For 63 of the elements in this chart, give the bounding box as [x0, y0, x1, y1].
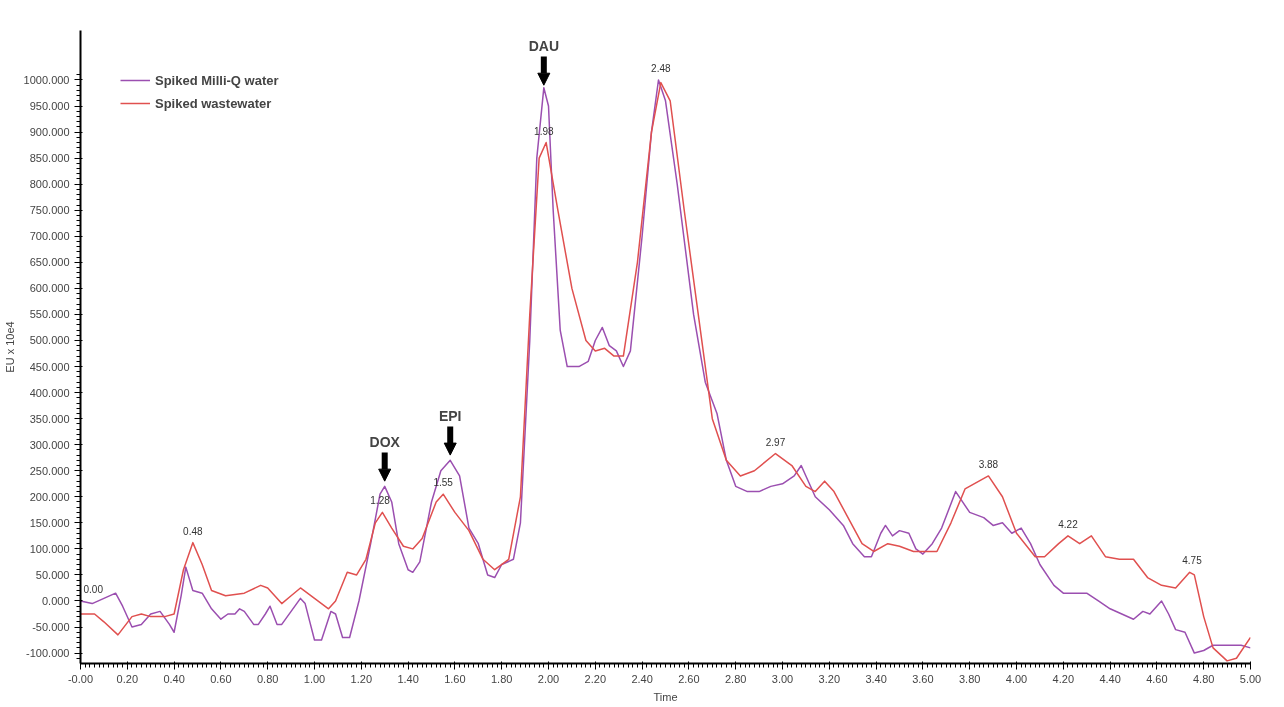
y-tick-label: 500.000	[29, 334, 70, 347]
annotation: DAU	[528, 37, 559, 54]
y-tick-label: 0.000	[41, 594, 70, 607]
annotation: 4.22	[1058, 518, 1079, 530]
annotation: 0.00	[83, 583, 104, 595]
y-tick-label: 100.000	[29, 542, 70, 555]
y-tick-label: 900.000	[29, 126, 70, 139]
x-tick-label: 2.40	[631, 672, 653, 685]
annotation: 4.75	[1182, 555, 1203, 567]
x-tick-label: 4.20	[1052, 672, 1075, 685]
x-tick-label: 2.00	[537, 672, 560, 685]
y-tick-label: 200.000	[29, 490, 70, 503]
x-tick-label: 2.60	[678, 672, 700, 685]
y-tick-label: 350.000	[29, 412, 70, 425]
annotation: 3.88	[978, 458, 999, 470]
y-tick-label: 150.000	[29, 516, 70, 529]
legend-label: Spiked Milli-Q water	[155, 72, 279, 88]
y-tick-label: 1000.000	[23, 73, 70, 86]
x-tick-label: -0.00	[67, 672, 94, 685]
y-tick-label: 650.000	[29, 256, 70, 269]
y-tick-label: 300.000	[29, 438, 70, 451]
y-tick-label: 550.000	[29, 308, 70, 321]
x-tick-label: 4.40	[1099, 672, 1121, 685]
y-tick-label: 400.000	[29, 386, 70, 399]
y-tick-label: 700.000	[29, 230, 70, 243]
y-tick-label: -50.000	[32, 621, 70, 634]
x-tick-label: 4.00	[1005, 672, 1028, 685]
x-tick-label: 0.40	[163, 672, 185, 685]
y-axis-title: EU x 10e4	[3, 321, 16, 373]
annotation: DOX	[369, 433, 401, 450]
y-tick-label: -100.000	[26, 647, 70, 660]
legend-label: Spiked wastewater	[155, 95, 272, 111]
y-tick-label: 250.000	[29, 464, 70, 477]
x-tick-label: 1.40	[397, 672, 419, 685]
y-tick-label: 800.000	[29, 178, 70, 191]
x-tick-label: 3.60	[912, 672, 934, 685]
x-tick-label: 1.80	[491, 672, 513, 685]
x-tick-label: 4.60	[1146, 672, 1168, 685]
x-tick-label: 0.80	[257, 672, 279, 685]
x-tick-label: 2.20	[584, 672, 607, 685]
y-tick-label: 50.000	[35, 568, 70, 581]
y-tick-label: 600.000	[29, 282, 70, 295]
x-tick-label: 3.00	[771, 672, 794, 685]
annotation: 0.48	[183, 525, 203, 537]
y-tick-label: 850.000	[29, 152, 70, 165]
x-tick-label: 1.20	[350, 672, 373, 685]
x-tick-label: 3.40	[865, 672, 887, 685]
x-tick-label: 2.80	[725, 672, 747, 685]
y-tick-label: 950.000	[29, 100, 70, 113]
x-tick-label: 0.60	[210, 672, 232, 685]
x-tick-label: 3.80	[959, 672, 981, 685]
x-tick-label: 3.20	[818, 672, 841, 685]
y-tick-label: 750.000	[29, 204, 70, 217]
x-tick-label: 4.80	[1193, 672, 1215, 685]
x-tick-label: 1.60	[444, 672, 466, 685]
annotation: 2.97	[765, 436, 786, 448]
y-tick-label: 450.000	[29, 360, 70, 373]
x-axis-title: Time	[653, 690, 678, 703]
annotation: 2.48	[651, 62, 671, 74]
x-tick-label: 0.20	[116, 672, 139, 685]
x-tick-label: 5.00	[1239, 672, 1262, 685]
x-tick-label: 1.00	[303, 672, 326, 685]
annotation: EPI	[438, 407, 462, 424]
